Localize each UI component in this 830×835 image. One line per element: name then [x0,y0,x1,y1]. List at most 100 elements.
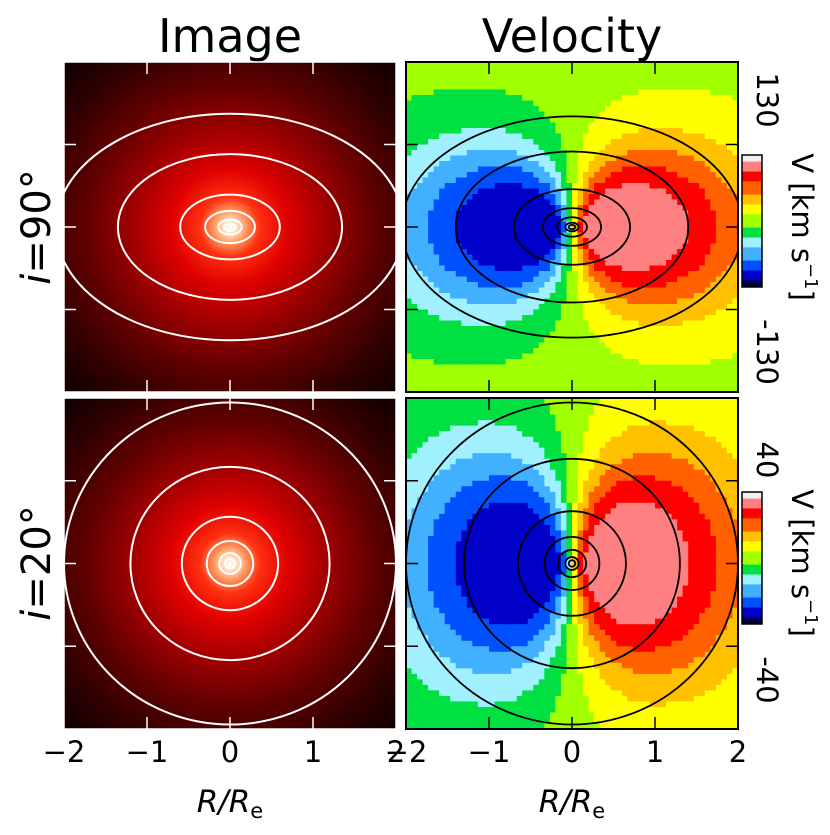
velocity-cell [588,100,595,107]
velocity-cell [489,216,496,223]
velocity-cell [566,320,573,327]
velocity-cell [422,486,429,493]
velocity-cell [566,133,573,140]
velocity-cell [572,221,579,228]
velocity-cell [417,111,424,118]
velocity-cell [555,381,562,388]
velocity-cell [688,304,695,311]
velocity-cell [439,166,446,173]
velocity-cell [406,706,413,714]
velocity-cell [489,320,496,327]
velocity-cell [632,216,639,223]
velocity-cell [710,221,717,228]
velocity-cell [610,216,617,223]
velocity-cell [433,282,440,289]
velocity-cell [682,73,689,80]
velocity-cell [605,243,612,250]
velocity-cell [549,342,556,349]
velocity-cell [583,194,590,201]
velocity-cell [671,282,678,289]
velocity-cell [522,668,529,675]
velocity-cell [433,651,440,658]
velocity-cell [417,133,424,140]
velocity-cell [666,243,673,250]
velocity-cell [461,188,468,195]
velocity-cell [721,166,728,173]
velocity-cell [494,309,501,316]
velocity-cell [621,199,628,206]
velocity-cell [577,199,584,206]
velocity-contour [454,150,690,304]
velocity-cell [477,585,485,592]
velocity-cell [411,348,418,355]
velocity-cell [715,172,722,179]
velocity-cell [477,596,485,603]
velocity-cell [483,640,490,647]
velocity-cell [494,353,501,360]
velocity-cell [533,309,540,316]
velocity-cell [538,150,545,157]
velocity-cell [516,629,523,636]
velocity-cell [466,602,473,609]
velocity-cell [671,144,678,151]
velocity-cell [516,690,523,697]
velocity-cell [505,409,512,416]
velocity-cell [522,657,529,664]
velocity-cell [566,89,573,96]
velocity-cell [704,89,711,96]
velocity-cell [411,370,418,377]
velocity-cell [494,78,501,85]
velocity-cell [522,309,529,316]
velocity-cell [428,254,435,261]
velocity-cell [466,238,473,245]
velocity-cell [489,139,496,146]
velocity-cell [411,657,418,664]
velocity-cell [555,331,562,338]
velocity-cell [477,442,485,449]
velocity-cell [605,337,612,344]
velocity-cell [433,673,440,680]
velocity-cell [411,117,418,124]
velocity-cell [500,177,507,184]
velocity-cell [643,320,651,327]
velocity-cell [682,89,689,96]
velocity-cell [466,640,473,647]
velocity-cell [715,375,722,382]
velocity-cell [500,287,507,294]
velocity-cell [588,227,595,234]
velocity-cell [428,425,435,432]
velocity-cell [500,563,507,570]
velocity-cell [433,662,440,669]
velocity-cell [433,701,440,708]
velocity-cell [489,624,496,631]
velocity-cell [627,243,634,250]
velocity-cell [511,629,518,636]
velocity-cell [522,414,529,421]
velocity-cell [472,585,479,592]
velocity-cell [461,260,468,267]
velocity-cell [439,398,446,405]
velocity-cell [461,712,468,719]
velocity-cell [527,84,534,91]
velocity-cell [610,359,617,366]
velocity-cell [632,210,639,217]
velocity-cell [494,569,501,576]
velocity-cell [489,591,496,598]
velocity-cell [511,375,518,382]
velocity-cell [599,381,606,388]
velocity-cell [494,552,501,559]
velocity-cell [732,221,738,228]
velocity-cell [439,342,446,349]
velocity-cell [428,62,435,69]
velocity-cell [627,106,634,113]
velocity-cell [477,398,485,405]
velocity-cell [450,73,457,80]
velocity-cell [461,469,468,476]
velocity-cell [638,205,645,212]
velocity-cell [439,591,446,598]
velocity-cell [666,67,673,74]
velocity-cell [417,513,424,520]
velocity-cell [682,205,689,212]
velocity-cell [704,337,711,344]
velocity-cell [511,78,518,85]
